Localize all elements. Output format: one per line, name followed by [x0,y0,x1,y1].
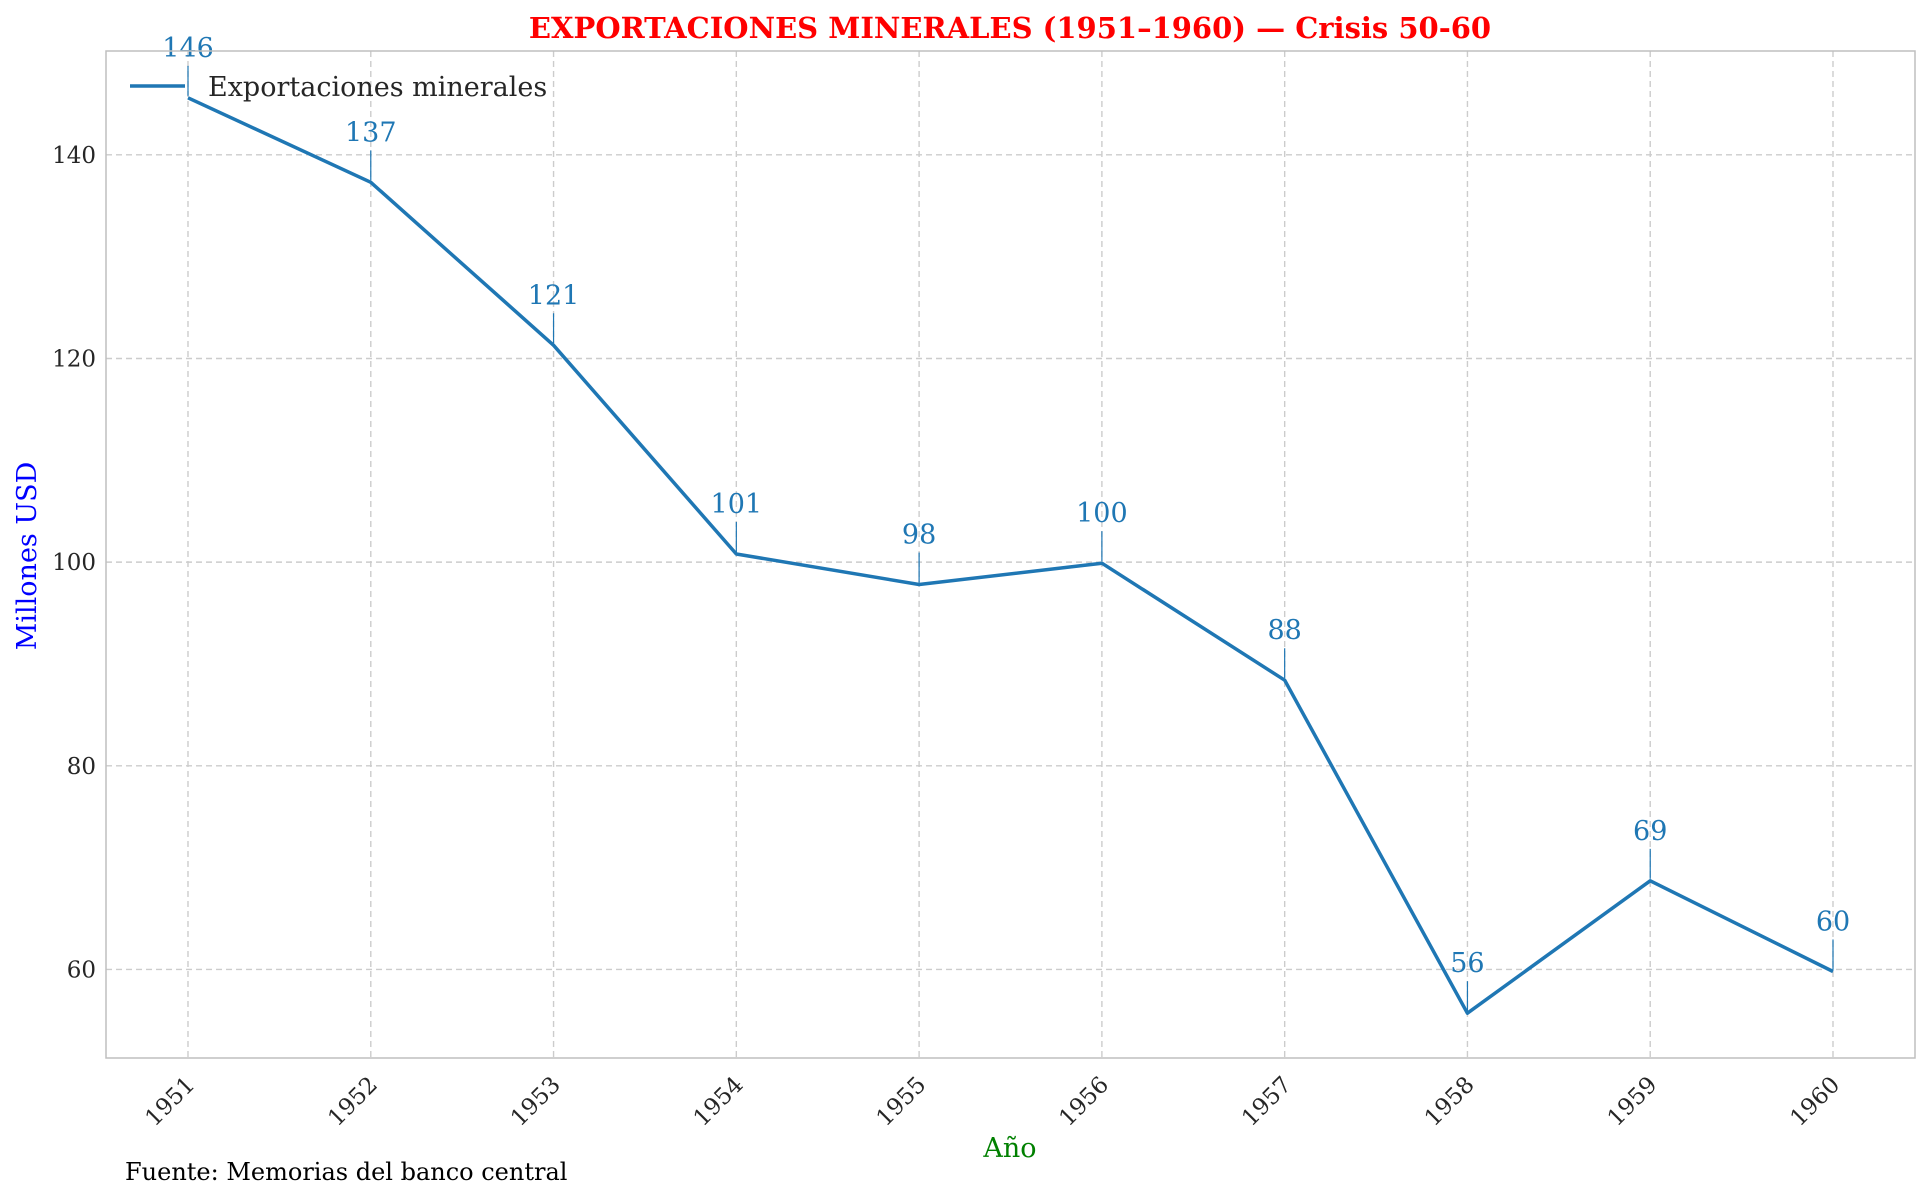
data-label-1957: 88 [1267,615,1301,646]
legend-label-exportaciones: Exportaciones minerales [208,72,547,103]
chart-title: EXPORTACIONES MINERALES (1951–1960) — Cr… [529,11,1491,45]
data-label-1960: 60 [1816,906,1850,937]
data-label-layer: 146 137 121 101 98 100 88 56 69 60 [162,33,1850,1012]
data-label-1952: 137 [345,117,397,148]
y-tick-label-140: 140 [52,143,96,169]
data-label-1955: 98 [902,520,936,551]
legend: Exportaciones minerales [130,72,547,103]
data-label-1958: 56 [1450,948,1484,979]
plot-frame [105,50,1916,1059]
y-axis-label: Millones USD [12,462,43,651]
y-tick-label-120: 120 [52,346,96,372]
source-note: Fuente: Memorias del banco central [125,1158,567,1186]
series-layer [187,96,1834,1015]
data-label-1951: 146 [162,33,214,64]
y-tick-label-60: 60 [67,957,96,983]
series-line-0 [187,96,1834,1015]
data-label-1956: 100 [1076,498,1128,529]
data-label-1953: 121 [528,280,580,311]
y-tick-label-80: 80 [67,754,96,780]
data-label-1959: 69 [1633,816,1667,847]
x-axis-label: Año [982,1133,1036,1164]
data-label-1954: 101 [711,489,763,520]
y-tick-label-100: 100 [52,550,96,576]
